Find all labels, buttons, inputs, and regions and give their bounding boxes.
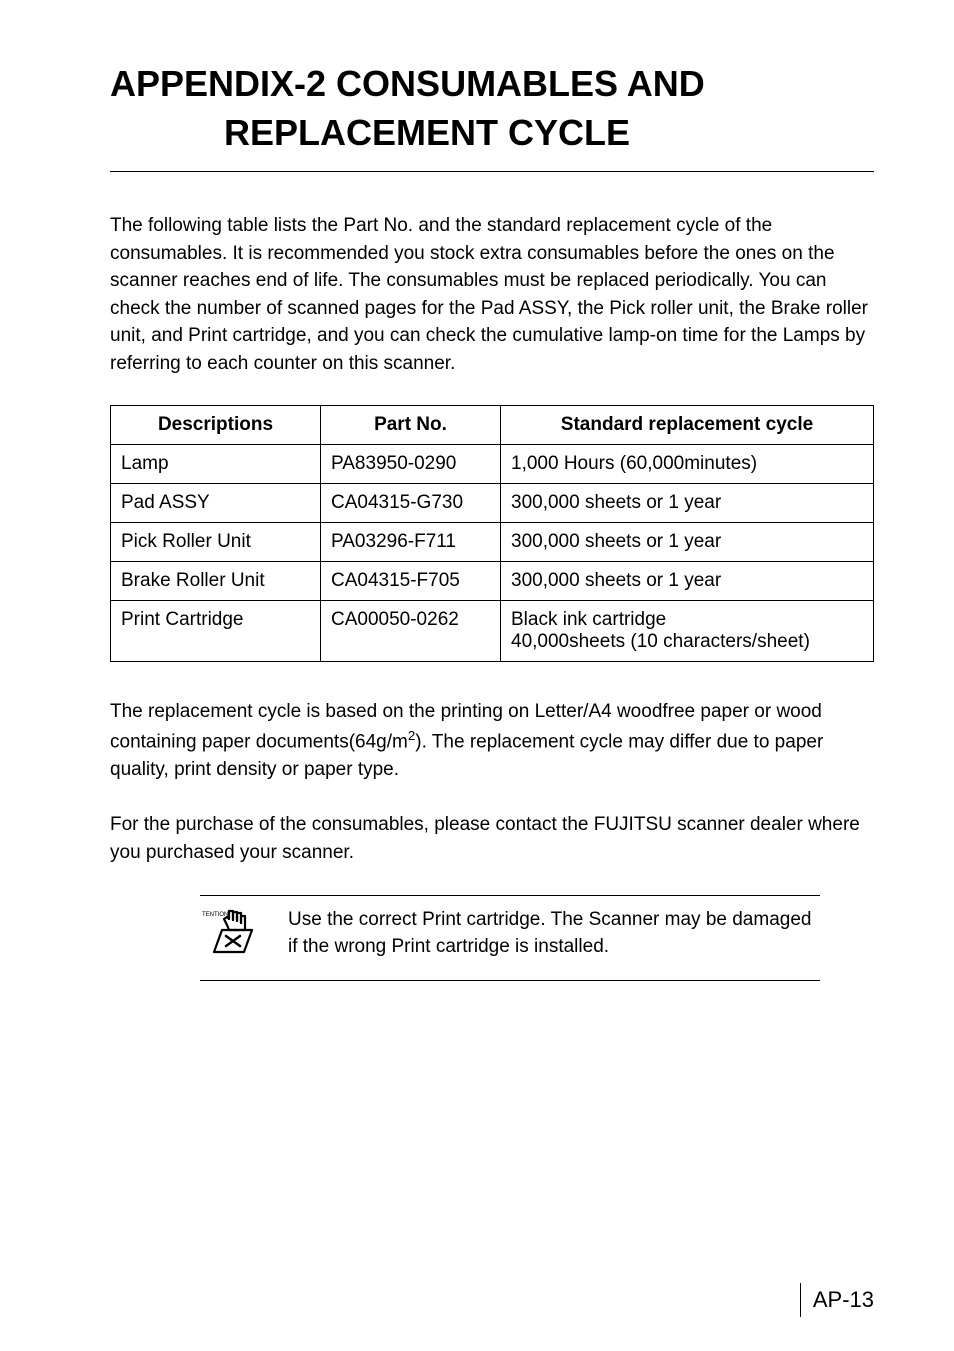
cell-partno: PA03296-F711 — [321, 523, 501, 562]
cell-cycle: 1,000 Hours (60,000minutes) — [501, 445, 874, 484]
table-header-row: Descriptions Part No. Standard replaceme… — [111, 406, 874, 445]
cell-description: Print Cartridge — [111, 601, 321, 662]
consumables-table: Descriptions Part No. Standard replaceme… — [110, 405, 874, 662]
footer-divider — [800, 1283, 801, 1317]
col-header-descriptions: Descriptions — [111, 406, 321, 445]
page-footer: AP-13 — [800, 1283, 874, 1317]
table-row: Lamp PA83950-0290 1,000 Hours (60,000min… — [111, 445, 874, 484]
attention-label: TENTION — [202, 912, 228, 918]
cell-cycle: 300,000 sheets or 1 year — [501, 484, 874, 523]
page-title: APPENDIX-2 CONSUMABLES AND REPLACEMENT C… — [110, 60, 874, 172]
table-row: Pick Roller Unit PA03296-F711 300,000 sh… — [111, 523, 874, 562]
table-row: Brake Roller Unit CA04315-F705 300,000 s… — [111, 562, 874, 601]
col-header-cycle: Standard replacement cycle — [501, 406, 874, 445]
table-row: Pad ASSY CA04315-G730 300,000 sheets or … — [111, 484, 874, 523]
purchase-paragraph: For the purchase of the consumables, ple… — [110, 811, 874, 866]
cell-partno: CA04315-G730 — [321, 484, 501, 523]
cell-description: Brake Roller Unit — [111, 562, 321, 601]
title-line-1: APPENDIX-2 CONSUMABLES AND — [110, 63, 705, 104]
cell-description: Pad ASSY — [111, 484, 321, 523]
cell-description: Pick Roller Unit — [111, 523, 321, 562]
cell-partno: CA00050-0262 — [321, 601, 501, 662]
attention-text: Use the correct Print cartridge. The Sca… — [288, 906, 820, 962]
cell-cycle: Black ink cartridge 40,000sheets (10 cha… — [501, 601, 874, 662]
cell-cycle: 300,000 sheets or 1 year — [501, 523, 874, 562]
cell-cycle: 300,000 sheets or 1 year — [501, 562, 874, 601]
title-line-2: REPLACEMENT CYCLE — [110, 109, 874, 158]
page: APPENDIX-2 CONSUMABLES AND REPLACEMENT C… — [0, 0, 954, 1351]
col-header-partno: Part No. — [321, 406, 501, 445]
attention-note: TENTION Use the correct Print cartridge.… — [200, 895, 820, 981]
replacement-cycle-paragraph: The replacement cycle is based on the pr… — [110, 698, 874, 783]
cell-description: Lamp — [111, 445, 321, 484]
page-number: AP-13 — [813, 1287, 874, 1313]
attention-icon: TENTION — [200, 906, 270, 962]
cell-partno: PA83950-0290 — [321, 445, 501, 484]
table-row: Print Cartridge CA00050-0262 Black ink c… — [111, 601, 874, 662]
cell-partno: CA04315-F705 — [321, 562, 501, 601]
intro-paragraph: The following table lists the Part No. a… — [110, 212, 874, 377]
